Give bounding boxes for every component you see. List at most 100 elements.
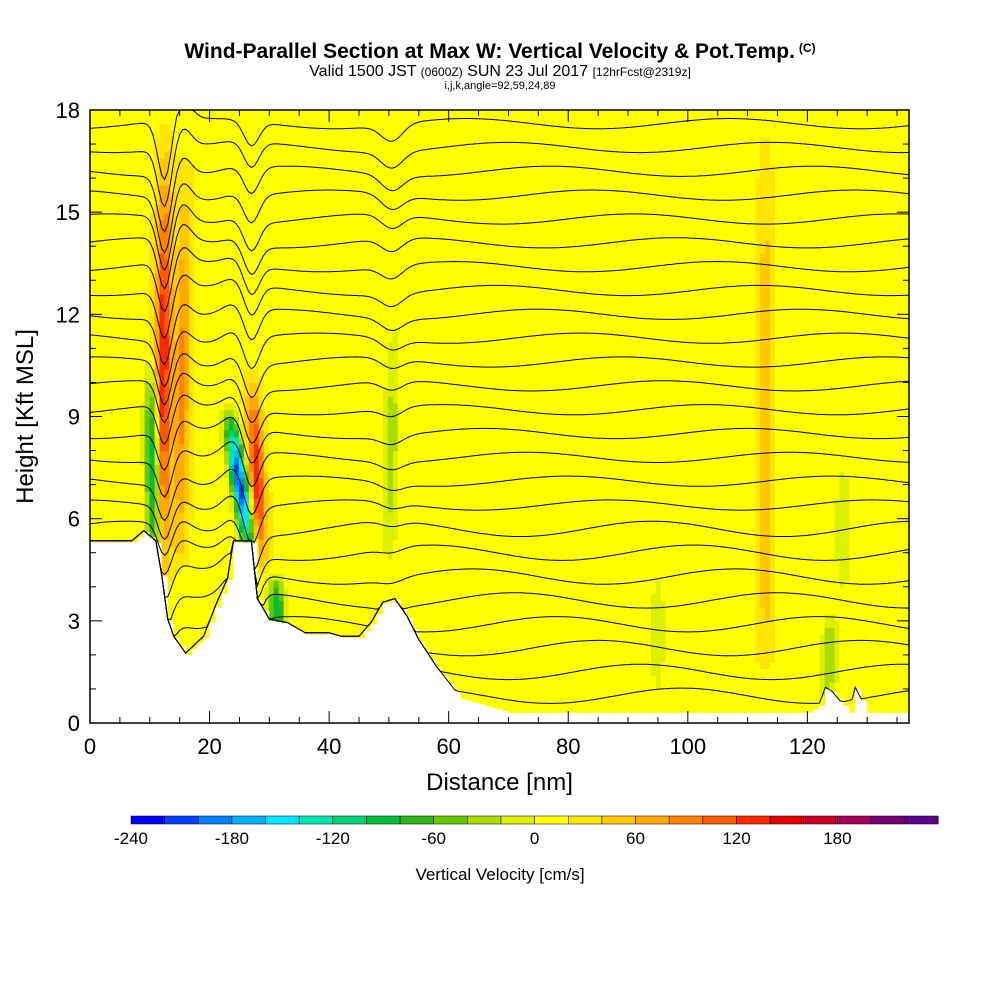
velocity-cell (278, 334, 285, 343)
velocity-cell (288, 457, 295, 465)
velocity-cell (323, 593, 329, 601)
velocity-cell (293, 416, 300, 424)
velocity-cell (278, 225, 285, 234)
velocity-cell (268, 396, 275, 404)
velocity-cell (333, 157, 339, 166)
velocity-cell (238, 280, 245, 288)
velocity-cell (159, 178, 166, 186)
velocity-cell (159, 164, 166, 172)
velocity-cell (323, 525, 329, 533)
velocity-cell (228, 409, 235, 418)
velocity-cell (348, 505, 354, 513)
velocity-cell (179, 396, 185, 404)
velocity-cell (358, 491, 364, 499)
velocity-cell (159, 198, 166, 206)
velocity-cell (353, 409, 359, 418)
velocity-cell (358, 287, 364, 295)
velocity-cell (99, 273, 106, 281)
velocity-cell (248, 212, 255, 220)
velocity-cell (114, 409, 121, 418)
velocity-cell (219, 525, 225, 533)
velocity-cell (293, 205, 300, 213)
velocity-cell (149, 266, 156, 275)
velocity-cell (318, 559, 324, 567)
velocity-cell (174, 389, 180, 397)
velocity-cell (298, 225, 305, 234)
velocity-cell (293, 382, 300, 390)
velocity-cell (298, 130, 305, 138)
velocity-cell (353, 607, 359, 615)
velocity-cell (184, 171, 190, 179)
velocity-cell (124, 307, 131, 315)
velocity-cell (333, 409, 339, 418)
velocity-cell (238, 334, 245, 343)
velocity-cell (323, 362, 329, 370)
velocity-cell (298, 150, 305, 159)
velocity-cell (134, 505, 141, 513)
velocity-cell (258, 484, 265, 493)
velocity-cell (104, 491, 111, 499)
velocity-cell (243, 532, 250, 540)
velocity-cell (164, 396, 171, 404)
velocity-cell (288, 239, 295, 247)
velocity-cell (179, 293, 185, 302)
velocity-cell (164, 559, 171, 567)
velocity-cell (124, 314, 131, 322)
velocity-cell (333, 443, 339, 452)
velocity-cell (253, 423, 260, 431)
velocity-cell (288, 327, 295, 336)
velocity-cell (323, 375, 329, 384)
velocity-cell (144, 362, 151, 370)
velocity-cell (124, 327, 131, 336)
velocity-cell (273, 171, 280, 179)
velocity-cell (189, 389, 195, 397)
velocity-cell (194, 300, 200, 309)
velocity-cell (159, 362, 166, 370)
velocity-cell (243, 470, 250, 479)
velocity-cell (268, 273, 275, 281)
velocity-cell (194, 171, 200, 179)
velocity-cell (258, 450, 265, 458)
velocity-cell (109, 198, 116, 206)
velocity-cell (338, 627, 344, 636)
velocity-cell (278, 355, 285, 363)
velocity-cell (253, 470, 260, 479)
velocity-cell (283, 232, 290, 241)
velocity-cell (189, 280, 195, 288)
velocity-cell (338, 559, 344, 567)
velocity-cell (268, 484, 275, 493)
velocity-cell (293, 498, 300, 506)
velocity-cell (144, 450, 151, 458)
velocity-cell (258, 225, 265, 234)
velocity-cell (303, 327, 309, 336)
velocity-cell (104, 232, 111, 241)
velocity-cell (263, 253, 270, 261)
velocity-cell (283, 518, 290, 527)
velocity-cell (144, 218, 151, 227)
velocity-cell (258, 198, 265, 206)
velocity-cell (219, 566, 225, 574)
velocity-cell (238, 430, 245, 438)
velocity-cell (149, 443, 156, 452)
velocity-cell (154, 368, 161, 377)
velocity-cell (154, 375, 161, 384)
velocity-cell (159, 314, 166, 322)
velocity-cell (199, 355, 205, 363)
velocity-cell (353, 593, 359, 601)
velocity-cell (139, 396, 146, 404)
velocity-cell (219, 164, 225, 172)
velocity-cell (179, 375, 185, 384)
velocity-cell (348, 382, 354, 390)
velocity-cell (228, 566, 235, 574)
velocity-cell (303, 130, 309, 138)
velocity-cell (224, 525, 230, 533)
velocity-cell (353, 436, 359, 445)
velocity-cell (268, 607, 275, 615)
velocity-cell (184, 184, 190, 193)
velocity-cell (308, 218, 314, 227)
velocity-cell (318, 144, 324, 152)
velocity-cell (333, 327, 339, 336)
velocity-cell (209, 178, 215, 186)
velocity-cell (318, 171, 324, 179)
velocity-cell (313, 246, 319, 254)
